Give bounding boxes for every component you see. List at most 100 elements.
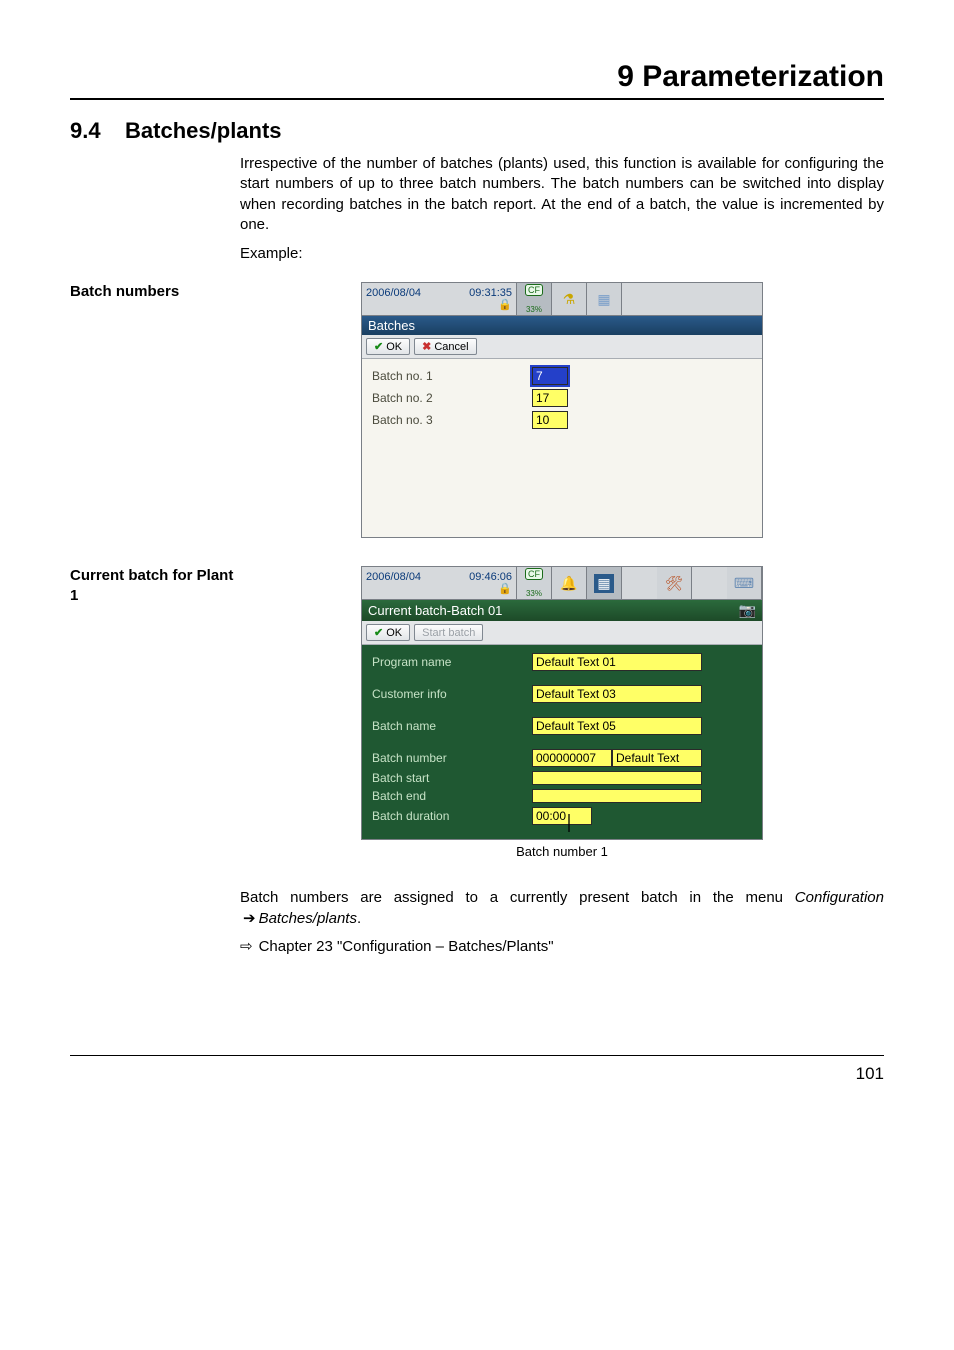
arrow-icon	[240, 910, 259, 927]
footer-period: .	[357, 910, 361, 927]
chapter-link: ⇨ Chapter 23 "Configuration – Batches/Pla…	[240, 937, 884, 955]
page-number: 101	[70, 1064, 884, 1084]
field-label: Batch no. 1	[372, 369, 532, 383]
batch-duration-row: Batch duration 00:00	[372, 807, 752, 825]
cf-pct: 33%	[526, 305, 542, 314]
field-label: Batch no. 2	[372, 391, 532, 405]
section-title: Batches/plants	[125, 118, 282, 143]
tab-alarm[interactable]: ⚗	[552, 283, 587, 315]
section-heading: 9.4 Batches/plants	[70, 118, 884, 144]
batch-number-caption: Batch number 1	[361, 844, 763, 859]
section-number: 9.4	[70, 118, 101, 143]
date-time-box: 2006/08/04 09:46:06 🔒	[362, 567, 517, 599]
chapter-heading: 9 Parameterization	[70, 60, 884, 94]
button-bar: ✔OK Start batch	[362, 621, 762, 645]
table-row: Batch no. 1 7	[372, 367, 752, 385]
field-input[interactable]: 10	[532, 411, 568, 429]
batch-number-suffix[interactable]: Default Text	[612, 749, 702, 767]
side-label-current-batch: Current batch for Plant 1	[70, 566, 240, 605]
cancel-button[interactable]: ✖Cancel	[414, 338, 476, 355]
field-label: Batch no. 3	[372, 413, 532, 427]
button-bar: ✔OK ✖Cancel	[362, 335, 762, 359]
heading-rule	[70, 98, 884, 100]
window-title: Current batch-Batch 01	[368, 603, 502, 618]
footer-text-before: Batch numbers are assigned to a currentl…	[240, 889, 795, 906]
start-label: Start batch	[422, 627, 475, 639]
field-label: Batch duration	[372, 809, 532, 823]
table-row: Batch name Default Text 05	[372, 717, 752, 735]
time-text: 09:31:35	[469, 287, 512, 299]
screenshot-batches: 2006/08/04 09:31:35 🔒 CF 33% ⚗ ▦	[361, 282, 763, 538]
batch-number-row: Batch number 000000007 Default Text	[372, 749, 752, 767]
batch-number-input[interactable]: 000000007	[532, 749, 612, 767]
side-label-batch-numbers: Batch numbers	[70, 282, 240, 302]
window-titlebar: Batches	[362, 316, 762, 335]
table-row: Batch no. 2 17	[372, 389, 752, 407]
field-input[interactable]: 17	[532, 389, 568, 407]
table-row: Customer info Default Text 03	[372, 685, 752, 703]
screenshot-current-batch: 2006/08/04 09:46:06 🔒 CF 33% 🔔 ▦	[361, 566, 763, 840]
tab-board[interactable]: ▦	[587, 283, 622, 315]
field-label: Batch end	[372, 789, 532, 803]
field-input[interactable]	[532, 771, 702, 785]
field-input[interactable]: 00:00	[532, 807, 592, 825]
cancel-label: Cancel	[434, 341, 468, 353]
board-icon: ▦	[594, 574, 613, 593]
date-text: 2006/08/04	[366, 571, 421, 583]
form-body: Program name Default Text 01 Customer in…	[362, 645, 762, 839]
cf-icon: CF	[525, 568, 543, 580]
tab-cf[interactable]: CF 33%	[517, 283, 552, 315]
field-input[interactable]: Default Text 05	[532, 717, 702, 735]
cf-icon: CF	[525, 284, 543, 296]
footer-rule	[70, 1055, 884, 1056]
field-label: Batch start	[372, 771, 532, 785]
ok-label: OK	[386, 341, 402, 353]
camera-icon[interactable]: 📷	[739, 602, 756, 619]
screwdriver-icon: 🛠	[665, 575, 683, 592]
table-row: Program name Default Text 01	[372, 653, 752, 671]
field-label: Batch number	[372, 751, 532, 765]
footer-italic1: Configuration	[795, 889, 884, 906]
batch-start-row: Batch start	[372, 771, 752, 785]
cf-pct: 33%	[526, 589, 542, 598]
field-label: Batch name	[372, 719, 532, 733]
ok-label: OK	[386, 627, 402, 639]
link-arrow-icon: ⇨	[240, 938, 253, 955]
field-input[interactable]: Default Text 03	[532, 685, 702, 703]
batch-end-row: Batch end	[372, 789, 752, 803]
form-body: Batch no. 1 7 Batch no. 2 17 Batch no. 3…	[362, 359, 762, 537]
ok-button[interactable]: ✔OK	[366, 624, 410, 641]
keyboard-icon: ⌨	[734, 575, 754, 592]
tab-board[interactable]: ▦	[587, 567, 622, 599]
table-row: Batch no. 3 10	[372, 411, 752, 429]
board-icon: ▦	[597, 291, 610, 308]
field-input[interactable]: 7	[532, 367, 568, 385]
field-input[interactable]: Default Text 01	[532, 653, 702, 671]
window-title: Batches	[368, 318, 415, 333]
date-text: 2006/08/04	[366, 287, 421, 299]
app-header: 2006/08/04 09:31:35 🔒 CF 33% ⚗ ▦	[362, 283, 762, 316]
check-icon: ✔	[374, 626, 383, 639]
window-titlebar: Current batch-Batch 01 📷	[362, 600, 762, 621]
tab-keys[interactable]: ⌨	[727, 567, 762, 599]
intro-paragraph: Irrespective of the number of batches (p…	[240, 154, 884, 235]
tab-cf[interactable]: CF 33%	[517, 567, 552, 599]
start-batch-button: Start batch	[414, 624, 483, 641]
date-time-box: 2006/08/04 09:31:35 🔒	[362, 283, 517, 315]
example-label: Example:	[240, 245, 884, 262]
cross-icon: ✖	[422, 340, 431, 353]
field-label: Customer info	[372, 687, 532, 701]
lock-icon: 🔒	[498, 299, 512, 311]
link-text: Chapter 23 "Configuration – Batches/Plan…	[259, 938, 554, 955]
lock-icon: 🔒	[498, 583, 512, 595]
tab-alarm[interactable]: 🔔	[552, 567, 587, 599]
time-text: 09:46:06	[469, 571, 512, 583]
footer-paragraph: Batch numbers are assigned to a currentl…	[240, 887, 884, 929]
tab-tool[interactable]: 🛠	[657, 567, 692, 599]
field-input[interactable]	[532, 789, 702, 803]
app-header: 2006/08/04 09:46:06 🔒 CF 33% 🔔 ▦	[362, 567, 762, 600]
ok-button[interactable]: ✔OK	[366, 338, 410, 355]
footer-italic2: Batches/plants	[259, 910, 357, 927]
bell-icon: 🔔	[560, 575, 577, 592]
field-label: Program name	[372, 655, 532, 669]
